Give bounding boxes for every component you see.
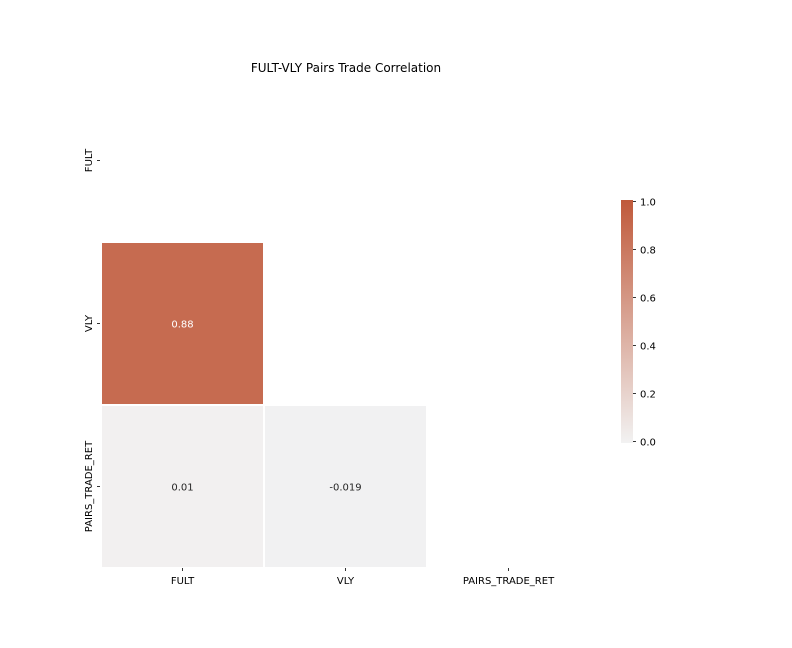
x-tick-label: VLY	[337, 576, 355, 587]
heatmap-cell-vly-fult	[102, 243, 263, 404]
colorbar-tick-label: 0.0	[640, 438, 656, 449]
cell-value-label: 0.01	[171, 483, 193, 494]
cell-value-label: 0.88	[171, 320, 193, 331]
colorbar-tick-label: 0.8	[640, 246, 656, 257]
heatmap-cell-pairs_trade_ret-vly	[265, 406, 426, 567]
colorbar-tick-label: 0.2	[640, 390, 656, 401]
x-tick-label: PAIRS_TRADE_RET	[463, 576, 555, 587]
colorbar-gradient	[621, 200, 633, 443]
heatmap-cell-pairs_trade_ret-fult	[102, 406, 263, 567]
colorbar-tick-label: 0.4	[640, 342, 656, 353]
chart-title: FULT-VLY Pairs Trade Correlation	[251, 61, 441, 75]
cell-value-label: -0.019	[329, 483, 361, 494]
colorbar: 0.0 0.2 0.4 0.6 0.8 1.0	[621, 198, 656, 449]
y-tick-label: PAIRS_TRADE_RET	[84, 440, 95, 532]
axis-ticks: FULT VLY PAIRS_TRADE_RET FULT VLY PAIRS_TRADE…	[84, 148, 555, 587]
y-tick-label: FULT	[84, 148, 95, 172]
y-tick-label: VLY	[84, 314, 95, 332]
colorbar-tick-label: 0.6	[640, 294, 656, 305]
x-tick-label: FULT	[171, 576, 195, 587]
heatmap-cells: 0.88 0.01 -0.019	[102, 243, 426, 567]
colorbar-tick-label: 1.0	[640, 198, 656, 209]
